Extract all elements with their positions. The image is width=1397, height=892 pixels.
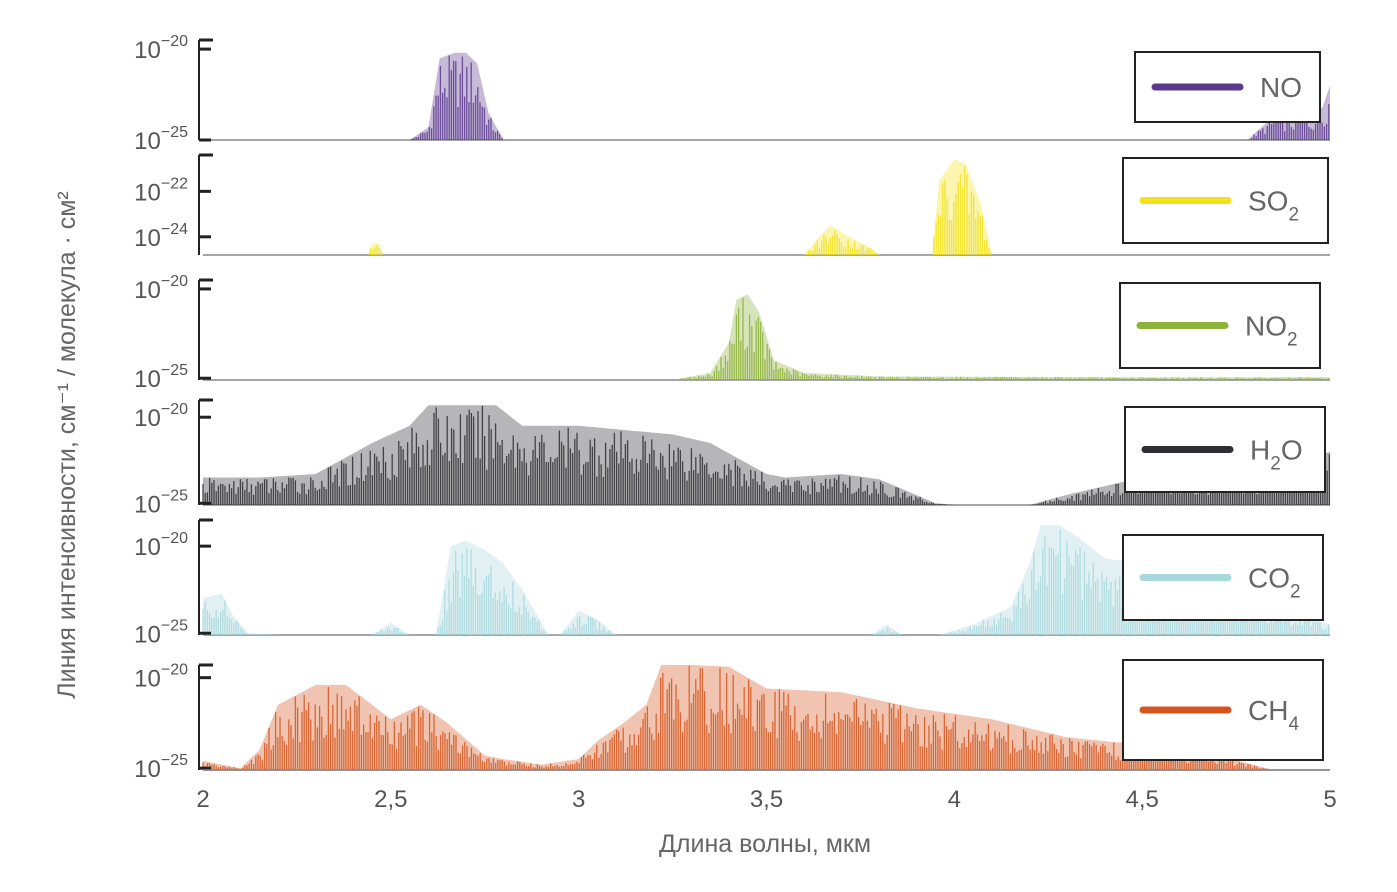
- legend-label-no2: NO2: [1245, 311, 1298, 351]
- y-tick-label-co2-1: 10−25: [134, 617, 188, 648]
- band-lines-co2-3: [561, 615, 616, 635]
- band-lines-co2-1: [373, 627, 411, 635]
- band-no-1: [1247, 85, 1330, 140]
- band-lines-co2-0: [202, 600, 277, 635]
- legend-label-ch4: CH4: [1248, 695, 1299, 735]
- band-co2-0: [203, 593, 279, 635]
- y-tick-label-no2-1: 10−25: [134, 362, 188, 393]
- legend-so2: SO2: [1122, 157, 1329, 244]
- x-tick-label-2: 3: [572, 786, 585, 813]
- legend-label-co2: CO2: [1248, 563, 1301, 603]
- legend-no: NO: [1134, 51, 1321, 123]
- band-lines-so2-2: [933, 166, 992, 255]
- x-tick-label-0: 2: [196, 786, 209, 813]
- panels-layer: 10−2010−25NO10−2210−24SO210−2010−25NO210…: [134, 33, 1331, 783]
- x-tick-label-5: 4,5: [1125, 786, 1158, 813]
- x-tick-label-4: 4: [948, 786, 961, 813]
- panel-co2: 10−20 10−25 CO2: [134, 518, 1330, 648]
- y-tick-label-no-1: 10−25: [134, 124, 188, 155]
- band-lines-so2-0: [369, 245, 383, 255]
- legend-ch4: CH4: [1122, 659, 1324, 761]
- band-co2-1: [372, 622, 410, 635]
- band-so2-1: [804, 225, 880, 255]
- y-tick-label-so2-1: 10−24: [134, 221, 188, 252]
- y-tick-label-ch4-1: 10−25: [134, 752, 188, 783]
- legend-h2o: H2O: [1124, 406, 1326, 493]
- x-tick-label-1: 2,5: [374, 786, 407, 813]
- band-co2-2: [435, 540, 549, 635]
- x-tick-label-6: 5: [1323, 786, 1336, 813]
- legend-no2: NO2: [1119, 282, 1321, 369]
- x-axis: 2 2,5 3 3,5 4 4,5 5: [196, 769, 1337, 813]
- band-lines-co2-2: [437, 548, 549, 635]
- y-tick-label-no2-0: 10−20: [134, 273, 188, 304]
- x-tick-label-3: 3,5: [750, 786, 783, 813]
- band-lines-no-1: [1248, 104, 1330, 140]
- band-lines-no2-0: [674, 297, 1329, 380]
- panel-no: 10−20 10−25 NO: [134, 33, 1330, 155]
- band-lines-h2o-0: [202, 405, 1331, 505]
- band-lines-co2-4: [873, 627, 901, 635]
- band-lines-so2-1: [805, 229, 880, 255]
- y-tick-label-h2o-1: 10−25: [134, 487, 188, 518]
- y-tick-label-h2o-0: 10−20: [134, 401, 188, 432]
- panel-no2: 10−20 10−25 NO2: [134, 273, 1330, 393]
- x-axis-title: Длина волны, мкм: [659, 830, 871, 858]
- legend-label-so2: SO2: [1248, 186, 1299, 226]
- panel-h2o: 10−20 10−25 H2O: [134, 398, 1331, 518]
- legend-label-h2o: H2O: [1250, 435, 1303, 475]
- panel-ch4: 10−20 10−25 CH4: [134, 659, 1330, 783]
- y-tick-label-so2-0: 10−22: [134, 175, 188, 206]
- y-axis-title: Линия интенсивности, см⁻¹ / молекула · с…: [53, 191, 81, 699]
- y-tick-label-ch4-0: 10−20: [134, 662, 188, 693]
- band-lines-no-0: [411, 55, 503, 140]
- y-tick-label-co2-0: 10−20: [134, 530, 188, 561]
- y-tick-label-no-0: 10−20: [134, 33, 188, 64]
- legend-label-no: NO: [1260, 72, 1302, 103]
- panel-so2: 10−22 10−24 SO2: [134, 153, 1330, 256]
- legend-co2: CO2: [1122, 534, 1324, 621]
